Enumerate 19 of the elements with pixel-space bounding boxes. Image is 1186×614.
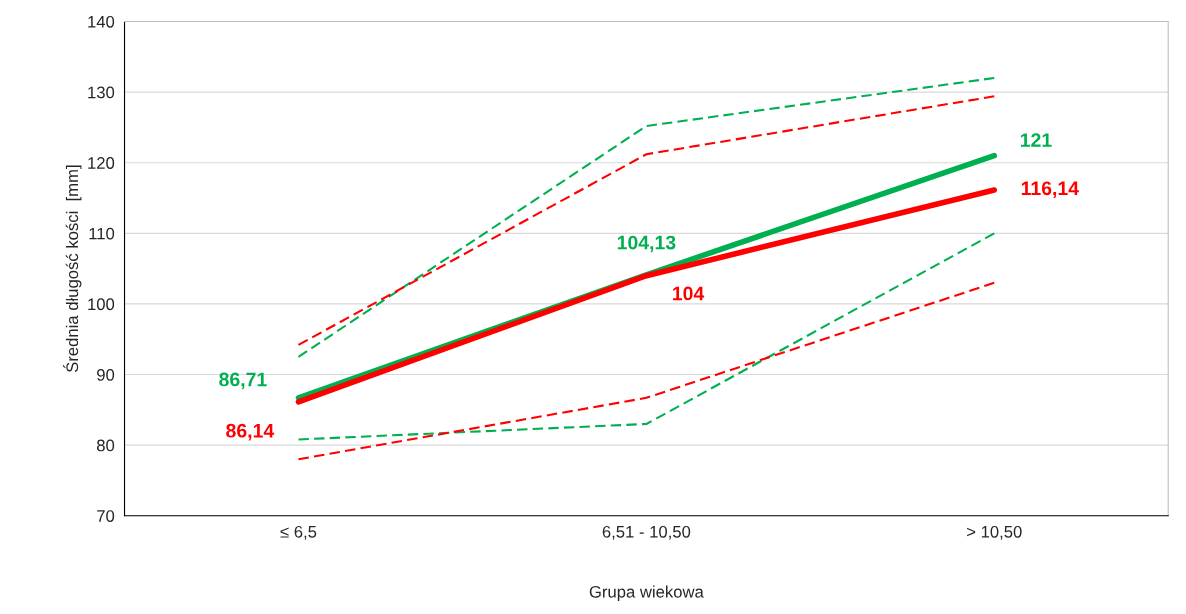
data-label: 121: [1020, 133, 1052, 147]
y-tick-label: 80: [97, 439, 115, 452]
y-tick-label: 110: [89, 227, 115, 240]
x-tick-label: ≤ 6,5: [280, 525, 317, 540]
data-label: 104: [673, 286, 705, 301]
data-label: 86,14: [226, 423, 275, 441]
y-tick-label: 70: [97, 510, 115, 522]
y-tick-label: 100: [88, 298, 115, 311]
y-tick-label: 120: [88, 157, 115, 169]
data-label: 104,13: [617, 235, 676, 253]
data-label: 86,71: [219, 372, 267, 390]
y-tick-label: 90: [97, 368, 115, 381]
x-tick-label: 6,51 - 10,50: [602, 525, 691, 540]
y-tick-label: 130: [88, 86, 115, 99]
y-axis-title: Średnia długość kości [mm]: [63, 165, 82, 373]
y-tick-label: 140: [88, 15, 115, 28]
x-axis-title: Grupa wiekowa: [589, 585, 704, 601]
data-label: 116,14: [1021, 181, 1079, 198]
x-tick-label: > 10,50: [967, 525, 1022, 540]
